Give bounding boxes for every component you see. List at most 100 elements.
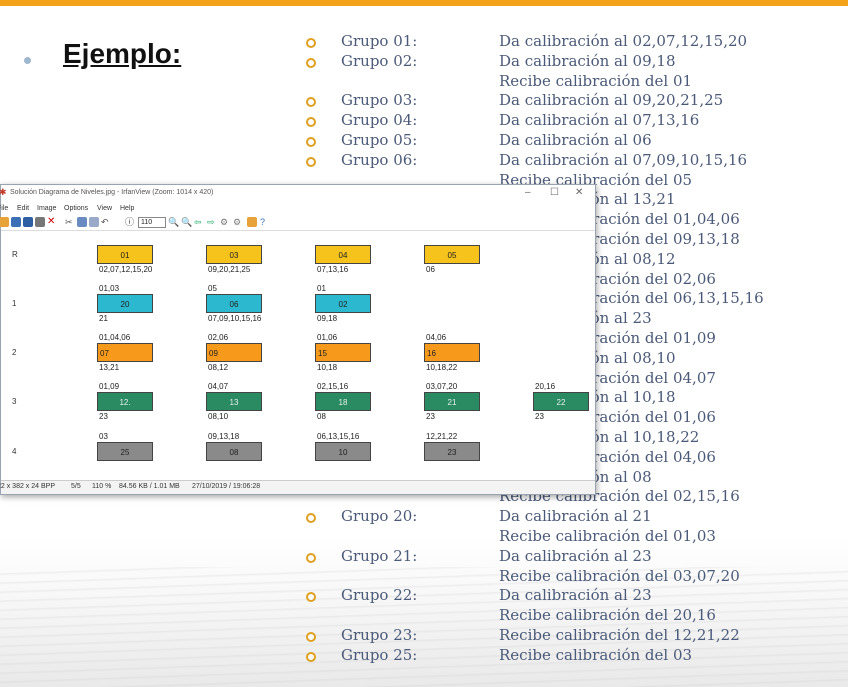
- group-label: Grupo 25:: [341, 645, 418, 664]
- circle-bullet-icon: [306, 651, 316, 662]
- group-description: Da calibración al 06: [499, 131, 652, 149]
- level-label: 3: [12, 397, 17, 406]
- menu-help[interactable]: Help: [120, 205, 135, 212]
- group-box: 20: [97, 294, 153, 313]
- group-label: Grupo 20:: [341, 507, 418, 526]
- box-gives-label: 08,10: [208, 412, 229, 421]
- box-gives-label: 13,21: [99, 363, 120, 372]
- level-label: 1: [12, 299, 17, 308]
- box-gives-label: 06: [426, 265, 435, 274]
- box-gives-label: 08: [317, 412, 326, 421]
- group-description: Da calibración al 21: [499, 507, 652, 526]
- circle-bullet-icon: [306, 57, 316, 68]
- circle-bullet-icon: [306, 632, 316, 642]
- group-box: 07: [97, 343, 153, 362]
- window-titlebar[interactable]: ✱ Solución Diagrama de Niveles.jpg - Irf…: [0, 185, 595, 203]
- group-box: 15: [315, 343, 371, 362]
- box-receives-label: 20,16: [535, 382, 556, 391]
- previous-icon[interactable]: ⇦: [194, 217, 202, 227]
- box-receives-label: 03,07,20: [426, 382, 458, 391]
- group-box: 05: [424, 245, 480, 264]
- menu-options[interactable]: Options: [64, 205, 89, 212]
- menu-view[interactable]: View: [97, 205, 113, 212]
- info-icon[interactable]: ⓘ: [125, 217, 135, 227]
- box-receives-label: 02,15,16: [317, 382, 349, 391]
- group-box: 09: [206, 343, 262, 362]
- group-description: Da calibración al 09,20,21,25: [499, 91, 724, 110]
- group-box: 25: [97, 442, 153, 461]
- status-field: 27/10/2019 / 19:06:28: [192, 483, 261, 490]
- delete-icon[interactable]: ✕: [47, 216, 56, 227]
- paint-icon[interactable]: [247, 217, 257, 227]
- box-gives-label: 23: [426, 412, 435, 421]
- group-label: Grupo 03:: [341, 91, 418, 110]
- group-box: 23: [424, 442, 480, 461]
- zoom-in-icon[interactable]: 🔍: [168, 217, 180, 227]
- zoom-out-icon[interactable]: 🔍: [181, 217, 193, 227]
- group-box: 18: [315, 392, 371, 411]
- box-gives-label: 09,18: [317, 314, 338, 323]
- next-icon[interactable]: ⇨: [207, 217, 215, 227]
- circle-bullet-icon: [306, 38, 316, 48]
- menu-image[interactable]: Image: [37, 205, 57, 212]
- group-box: 01: [97, 245, 153, 264]
- irfanview-window[interactable]: ✱ Solución Diagrama de Niveles.jpg - Irf…: [0, 184, 596, 495]
- circle-bullet-icon: [306, 117, 316, 128]
- box-gives-label: 10,18,22: [426, 363, 458, 372]
- box-gives-label: 07,13,16: [317, 265, 349, 274]
- save-icon[interactable]: [23, 217, 33, 227]
- group-box: 22: [533, 392, 589, 411]
- image-canvas[interactable]: R 1 2 3 4 01 02,07,12,15,20 03 09,20,21,25 04 07,1…: [1, 231, 595, 479]
- menu-edit[interactable]: Edit: [17, 205, 30, 212]
- box-gives-label: 07,09,10,15,16: [208, 314, 262, 323]
- group-description: Da calibración al 07,09,10,15,16: [499, 150, 748, 169]
- circle-bullet-icon: [306, 137, 316, 147]
- zoom-select[interactable]: 110: [138, 217, 166, 228]
- menu-bar: File Edit Image Options View Help: [0, 203, 595, 215]
- group-description: Recibe calibración del 20,16: [499, 606, 716, 625]
- group-description: Recibe calibración del 03: [499, 645, 693, 664]
- menu-file[interactable]: File: [0, 205, 9, 212]
- box-gives-label: 23: [99, 412, 108, 421]
- box-gives-label: 02,07,12,15,20: [99, 265, 153, 274]
- help-icon[interactable]: ?: [260, 217, 266, 227]
- group-box: 08: [206, 442, 262, 461]
- group-label: Grupo 04:: [341, 111, 418, 130]
- cut-icon[interactable]: ✂: [65, 217, 73, 227]
- circle-bullet-icon: [306, 513, 316, 524]
- circle-bullet-icon: [306, 592, 316, 603]
- group-description: Recibe calibración del 03,07,20: [499, 566, 740, 585]
- status-field: 5/5: [71, 483, 81, 490]
- undo-icon[interactable]: ↶: [101, 217, 109, 227]
- print-icon[interactable]: [35, 217, 45, 227]
- box-gives-label: 08,12: [208, 363, 229, 372]
- group-label: Grupo 06:: [341, 150, 418, 169]
- thumbnails-icon[interactable]: ⚙: [220, 217, 229, 227]
- level-label: 2: [12, 348, 17, 357]
- group-box: 03: [206, 245, 262, 264]
- toolbar: ✕ ✂ ↶ ⓘ 110 🔍 🔍 ⇦ ⇨ ⚙ ⚙ ?: [0, 216, 595, 231]
- group-description: Da calibración al 09,18: [499, 51, 676, 70]
- circle-bullet-icon: [306, 97, 316, 108]
- group-label: Grupo 02:: [341, 51, 418, 70]
- status-field: 84.56 KB / 1.01 MB: [119, 483, 180, 490]
- slideshow-icon[interactable]: [11, 217, 21, 227]
- box-receives-label: 02,06: [208, 333, 229, 342]
- maximize-icon[interactable]: ☐: [550, 187, 559, 198]
- box-receives-label: 12,21,22: [426, 432, 458, 441]
- paste-icon[interactable]: [89, 217, 99, 227]
- open-icon[interactable]: [0, 217, 9, 227]
- background-waves: [0, 537, 848, 687]
- group-label: Grupo 23:: [341, 626, 418, 644]
- irfanview-app-icon: ✱: [0, 187, 7, 197]
- box-receives-label: 01,04,06: [99, 333, 131, 342]
- minimize-icon[interactable]: –: [525, 187, 531, 198]
- copy-icon[interactable]: [77, 217, 87, 227]
- group-box: 21: [424, 392, 480, 411]
- settings-icon[interactable]: ⚙: [233, 217, 242, 227]
- group-box: 13: [206, 392, 262, 411]
- group-description: Recibe calibración del 12,21,22: [499, 626, 740, 644]
- group-box: 06: [206, 294, 262, 313]
- close-icon[interactable]: ✕: [575, 187, 584, 198]
- bullet-dot: [24, 57, 31, 64]
